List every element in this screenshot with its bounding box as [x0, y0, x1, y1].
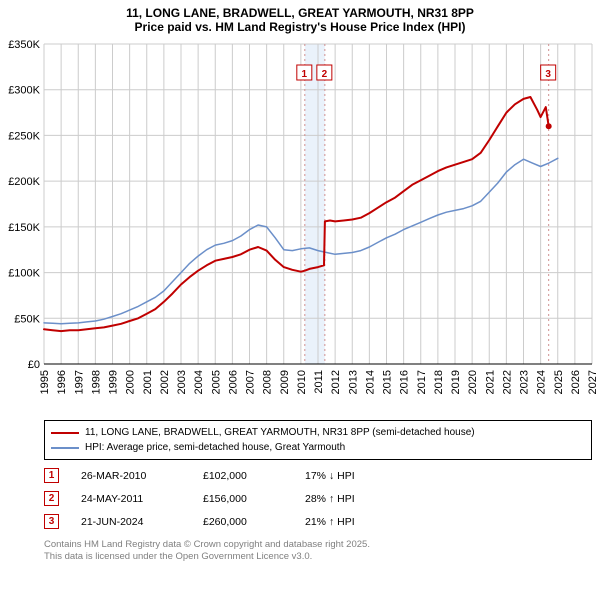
svg-text:2022: 2022 [501, 370, 513, 394]
transaction-price: £102,000 [203, 470, 283, 482]
svg-text:2024: 2024 [536, 370, 548, 394]
legend-box: 11, LONG LANE, BRADWELL, GREAT YARMOUTH,… [44, 420, 592, 460]
svg-text:2008: 2008 [262, 370, 274, 394]
svg-text:2017: 2017 [416, 370, 428, 394]
svg-text:2018: 2018 [433, 370, 445, 394]
legend-label-price-paid: 11, LONG LANE, BRADWELL, GREAT YARMOUTH,… [85, 425, 475, 440]
transaction-price: £260,000 [203, 516, 283, 528]
svg-text:2010: 2010 [296, 370, 308, 394]
svg-text:1: 1 [302, 69, 308, 80]
svg-text:2016: 2016 [399, 370, 411, 394]
svg-text:2000: 2000 [125, 370, 137, 394]
table-row: 3 21-JUN-2024 £260,000 21% ↑ HPI [44, 510, 592, 533]
svg-text:£150K: £150K [8, 222, 40, 234]
svg-text:1997: 1997 [73, 370, 85, 394]
svg-text:£250K: £250K [8, 130, 40, 142]
svg-text:2014: 2014 [364, 370, 376, 394]
legend-swatch-hpi [51, 447, 79, 449]
svg-text:2003: 2003 [176, 370, 188, 394]
transaction-marker: 2 [44, 491, 59, 506]
transaction-marker: 3 [44, 514, 59, 529]
svg-text:£200K: £200K [8, 176, 40, 188]
svg-text:£350K: £350K [8, 39, 40, 51]
transaction-date: 24-MAY-2011 [81, 493, 181, 505]
legend-swatch-price-paid [51, 432, 79, 434]
svg-text:1999: 1999 [108, 370, 120, 394]
footer-line1: Contains HM Land Registry data © Crown c… [44, 539, 592, 551]
attribution-footer: Contains HM Land Registry data © Crown c… [44, 539, 592, 564]
svg-text:£50K: £50K [14, 313, 40, 325]
footer-line2: This data is licensed under the Open Gov… [44, 551, 592, 563]
svg-text:1995: 1995 [39, 370, 51, 394]
svg-text:2019: 2019 [450, 370, 462, 394]
svg-text:£300K: £300K [8, 85, 40, 97]
svg-text:2026: 2026 [570, 370, 582, 394]
svg-text:2: 2 [322, 69, 328, 80]
svg-text:2012: 2012 [330, 370, 342, 394]
svg-text:2009: 2009 [279, 370, 291, 394]
table-row: 2 24-MAY-2011 £156,000 28% ↑ HPI [44, 487, 592, 510]
page-root: 11, LONG LANE, BRADWELL, GREAT YARMOUTH,… [0, 0, 600, 564]
chart-title-line1: 11, LONG LANE, BRADWELL, GREAT YARMOUTH,… [0, 6, 600, 20]
table-row: 1 26-MAR-2010 £102,000 17% ↓ HPI [44, 464, 592, 487]
transaction-date: 21-JUN-2024 [81, 516, 181, 528]
chart-area: £0 £50K £100K £150K £200K £250K £300K £350K 1995… [0, 38, 600, 418]
svg-text:2004: 2004 [193, 370, 205, 394]
svg-text:2025: 2025 [553, 370, 565, 394]
svg-text:2007: 2007 [245, 370, 257, 394]
svg-text:£100K: £100K [8, 268, 40, 280]
transaction-table: 1 26-MAR-2010 £102,000 17% ↓ HPI 2 24-MAY-201… [44, 464, 592, 533]
transaction-delta: 21% ↑ HPI [305, 516, 355, 528]
svg-text:2011: 2011 [313, 370, 325, 394]
svg-text:1996: 1996 [56, 370, 68, 394]
chart-title-line2: Price paid vs. HM Land Registry's House … [0, 20, 600, 34]
chart-title-block: 11, LONG LANE, BRADWELL, GREAT YARMOUTH,… [0, 0, 600, 38]
transaction-delta: 17% ↓ HPI [305, 470, 355, 482]
svg-text:2015: 2015 [382, 370, 394, 394]
svg-text:£0: £0 [28, 359, 40, 371]
svg-text:1998: 1998 [90, 370, 102, 394]
legend-row-hpi: HPI: Average price, semi-detached house,… [51, 440, 585, 455]
svg-text:2020: 2020 [467, 370, 479, 394]
svg-text:2005: 2005 [210, 370, 222, 394]
legend-label-hpi: HPI: Average price, semi-detached house,… [85, 440, 345, 455]
svg-text:2001: 2001 [142, 370, 154, 394]
svg-text:2002: 2002 [159, 370, 171, 394]
svg-text:2023: 2023 [519, 370, 531, 394]
transaction-delta: 28% ↑ HPI [305, 493, 355, 505]
chart-svg: £0 £50K £100K £150K £200K £250K £300K £350K 1995… [0, 38, 600, 418]
svg-text:2006: 2006 [227, 370, 239, 394]
legend-row-price-paid: 11, LONG LANE, BRADWELL, GREAT YARMOUTH,… [51, 425, 585, 440]
transaction-date: 26-MAR-2010 [81, 470, 181, 482]
svg-text:2021: 2021 [484, 370, 496, 394]
svg-text:2027: 2027 [587, 370, 599, 394]
svg-text:2013: 2013 [347, 370, 359, 394]
transaction-price: £156,000 [203, 493, 283, 505]
transaction-marker: 1 [44, 468, 59, 483]
svg-text:3: 3 [545, 69, 551, 80]
